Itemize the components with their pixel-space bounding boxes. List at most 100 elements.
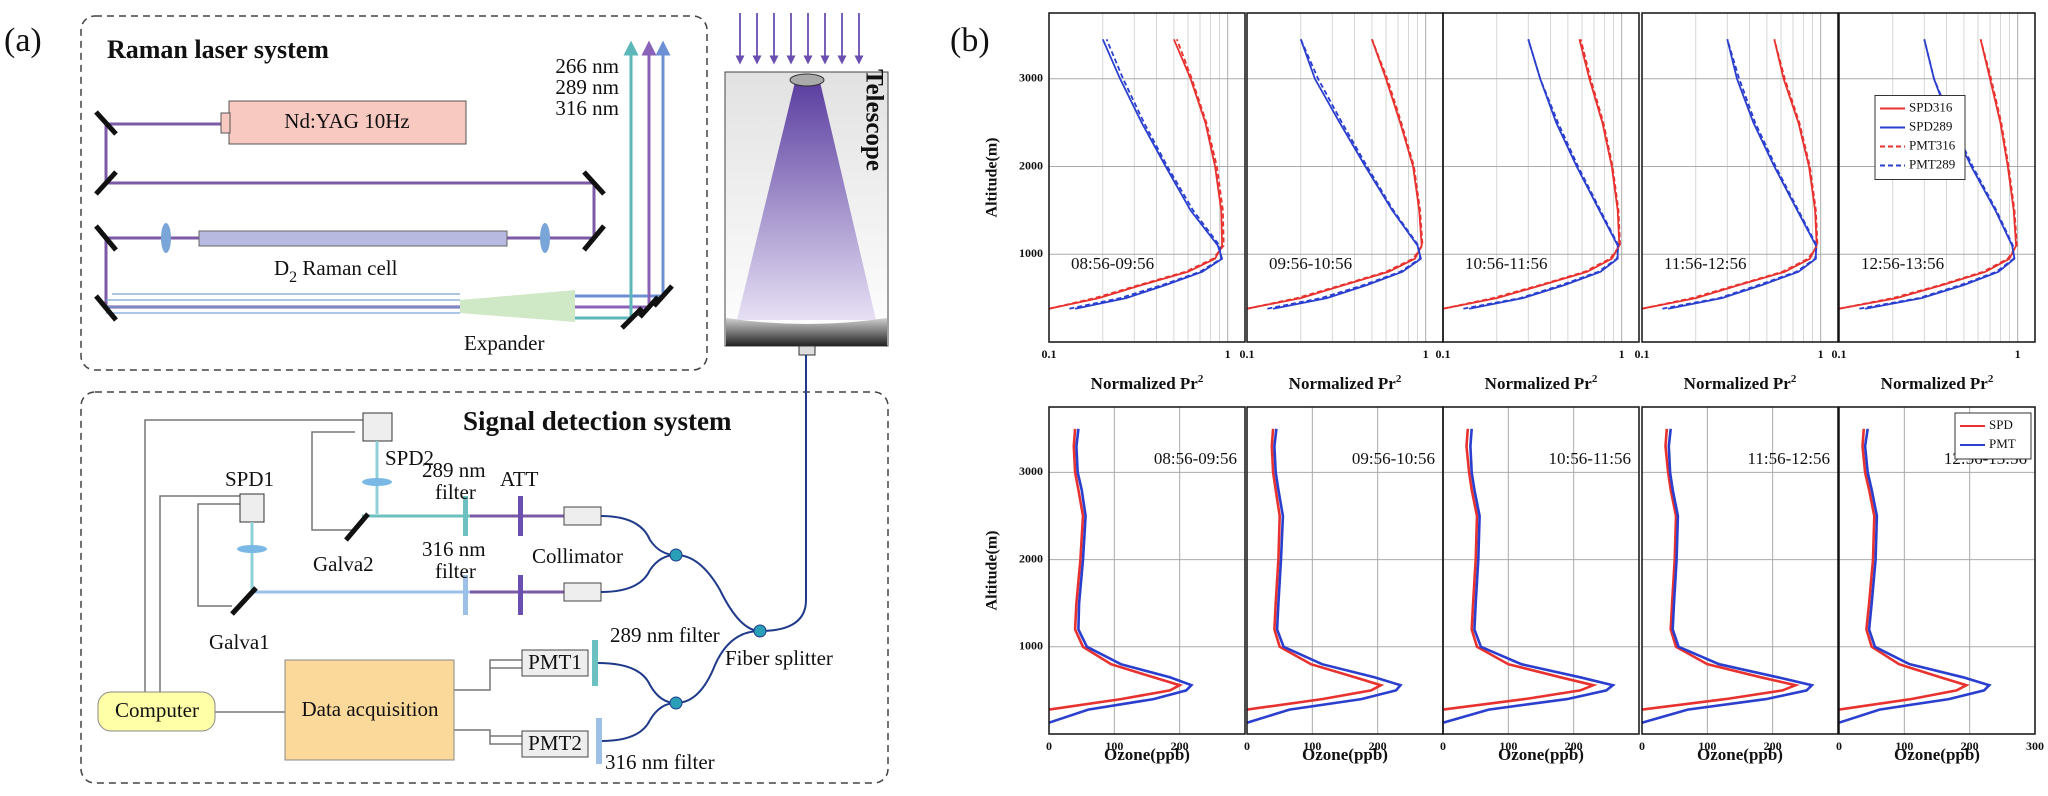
pump-beam xyxy=(104,122,596,309)
y-axis-label: Altitude(m) xyxy=(984,138,1001,218)
x-tick-label: 0.1 xyxy=(1436,347,1451,361)
spd2-label: SPD2 xyxy=(385,446,434,470)
y-tick-label: 2000 xyxy=(1019,551,1043,565)
laser xyxy=(228,100,467,145)
fiber xyxy=(759,355,807,632)
x-axis-label-sup: 2 xyxy=(1988,373,1994,385)
series-line xyxy=(1049,428,1184,711)
raman-beams xyxy=(106,293,460,314)
spd1-label: SPD1 xyxy=(225,467,274,491)
filter xyxy=(592,640,598,686)
legend-box xyxy=(1954,412,2032,460)
wire xyxy=(454,659,522,745)
x-tick-label: 1 xyxy=(1225,347,1231,361)
panel-label: (a) xyxy=(4,22,42,59)
panel: 0 100 200 11:56-12:56 Ozone(ppb) xyxy=(1639,406,1839,764)
mirror xyxy=(638,295,660,319)
fiber xyxy=(601,702,677,742)
wire xyxy=(197,503,240,607)
x-tick-label: 0.1 xyxy=(1042,347,1057,361)
x-tick-label: 200 xyxy=(1961,739,1979,753)
x-axis-label: Normalized Pr2 xyxy=(1881,373,1994,393)
panel: 0.1 1 1000 2000 3000 08:56-09:56 Normalized Pr… xyxy=(984,12,1246,393)
fiber xyxy=(600,515,677,556)
collimator xyxy=(563,582,602,602)
x-tick-label: 0.1 xyxy=(1635,347,1650,361)
mirror xyxy=(94,294,118,322)
annotation: 09:56-10:56 xyxy=(1352,449,1435,468)
panel-label: (b) xyxy=(950,22,990,59)
x-tick-label: 200 xyxy=(1764,739,1782,753)
fiber xyxy=(600,554,677,593)
y-tick-label: 3000 xyxy=(1019,71,1043,85)
computer xyxy=(97,691,216,732)
fiber xyxy=(675,630,761,704)
galva2-label: Galva2 xyxy=(313,552,374,576)
x-tick-label: 100 xyxy=(1303,739,1321,753)
plot-frame xyxy=(1838,12,2036,343)
mirror xyxy=(652,284,674,308)
annotation: 11:56-12:56 xyxy=(1664,254,1746,273)
x-axis-label: Ozone(ppb) xyxy=(1302,745,1388,764)
y-tick-label: 2000 xyxy=(1019,158,1043,172)
legend-label: SPD289 xyxy=(1909,118,1952,133)
filter xyxy=(596,718,602,764)
series-line xyxy=(1049,428,1194,724)
splitter xyxy=(753,624,767,638)
x-axis-label: Normalized Pr xyxy=(1485,374,1593,393)
splitter-label: Fiber splitter xyxy=(725,646,833,670)
panel: 0 100 200 09:56-10:56 Ozone(ppb) xyxy=(1244,406,1444,764)
spd2 xyxy=(362,412,393,442)
x-tick-label: 100 xyxy=(1105,739,1123,753)
legend-label: PMT xyxy=(1989,436,2016,451)
computer-label: Computer xyxy=(115,698,199,722)
wavelength-label: 289 nm xyxy=(555,75,619,99)
collimator-label: Collimator xyxy=(532,544,623,568)
fiber-port xyxy=(798,345,816,356)
wavelength-label: 266 nm xyxy=(555,54,619,78)
lens xyxy=(237,545,267,553)
y-tick-label: 1000 xyxy=(1019,246,1043,260)
collimator xyxy=(563,506,602,526)
series-line xyxy=(1839,428,1992,724)
plot-frame xyxy=(1048,406,1246,735)
series-line xyxy=(1069,38,1223,310)
x-axis-label-sup: 2 xyxy=(1396,373,1402,385)
x-tick-label: 0.1 xyxy=(1832,347,1847,361)
series-line xyxy=(1642,428,1800,711)
galva1-label: Galva1 xyxy=(209,630,270,654)
x-axis-label: Ozone(ppb) xyxy=(1104,745,1190,764)
annotation: 09:56-10:56 xyxy=(1269,254,1352,273)
panel: 0 100 200 1000 2000 3000 08:56-09:56 Ozone(ppb)… xyxy=(984,406,1246,764)
splitter xyxy=(669,696,683,710)
plot-frame xyxy=(1641,406,1839,735)
x-tick-label: 200 xyxy=(1369,739,1387,753)
filter-label: 289 nm xyxy=(422,458,486,482)
x-tick-label: 0 xyxy=(1244,739,1250,753)
y-tick-label: 3000 xyxy=(1019,464,1043,478)
lens xyxy=(540,223,550,253)
x-axis-label: Ozone(ppb) xyxy=(1302,745,1388,764)
filter-label: 316 nm xyxy=(422,537,486,561)
x-tick-label: 0.1 xyxy=(1240,347,1255,361)
x-tick-label: 1 xyxy=(1818,347,1824,361)
annotation: 12:56-13:56 xyxy=(1861,254,1944,273)
x-axis-label: Ozone(ppb) xyxy=(1697,745,1783,764)
panel: 0.1 1 09:56-10:56 Normalized Pr2 xyxy=(1240,12,1444,393)
x-axis-label-sup: 2 xyxy=(1791,373,1797,385)
mirror xyxy=(94,170,118,196)
series-line xyxy=(1443,428,1598,711)
wire xyxy=(311,431,355,531)
wire xyxy=(159,495,240,692)
series-line xyxy=(1463,39,1620,310)
x-tick-label: 100 xyxy=(1895,739,1913,753)
attenuator xyxy=(518,575,523,615)
y-axis-label: Altitude(m) xyxy=(984,531,1001,611)
x-tick-label: 1 xyxy=(1619,347,1625,361)
pmt1-label: PMT1 xyxy=(528,650,582,674)
x-axis-label: Normalized Pr2 xyxy=(1091,373,1204,393)
plot-frame xyxy=(1442,406,1640,735)
x-axis-label: Normalized Pr2 xyxy=(1485,373,1598,393)
secondary-mirror xyxy=(789,73,825,87)
